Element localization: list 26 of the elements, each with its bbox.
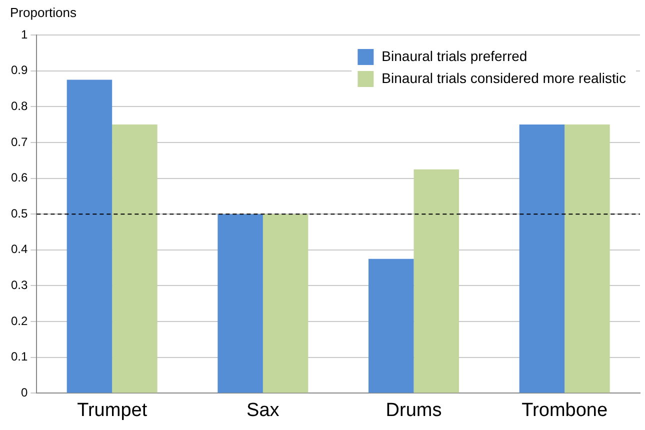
y-tick-label: 0.2 (10, 314, 28, 328)
y-tick-label: 0.6 (10, 170, 28, 185)
legend-label: Binaural trials considered more realistic (382, 70, 626, 86)
bar (414, 169, 460, 393)
y-tick-label: 1 (20, 27, 28, 42)
bar (262, 214, 308, 393)
y-tick-label: 0.1 (10, 350, 28, 364)
bar (564, 124, 610, 393)
y-axis-title: Proportions (10, 5, 77, 20)
y-tick-label: 0.8 (10, 98, 28, 113)
y-tick-label: 0.7 (10, 134, 28, 149)
bar (519, 124, 565, 393)
bar (218, 214, 263, 393)
y-tick-label: 0.9 (10, 63, 28, 78)
y-tick-label: 0.4 (10, 242, 28, 256)
bar (368, 258, 414, 393)
x-tick-label: Trombone (522, 400, 608, 421)
legend-label: Binaural trials preferred (382, 48, 528, 64)
y-tick-label: 0 (20, 386, 28, 400)
x-tick-label: Sax (246, 400, 280, 421)
bar (66, 80, 112, 393)
x-tick-label: Trumpet (77, 400, 148, 421)
y-tick-label: 0.5 (10, 206, 28, 220)
y-tick-label: 0.3 (10, 278, 28, 292)
x-tick-label: Drums (386, 400, 442, 421)
bar (112, 124, 158, 393)
